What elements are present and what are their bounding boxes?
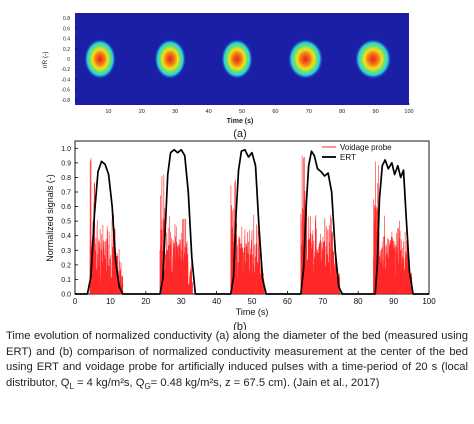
panel-a-label: (a) [233, 128, 246, 140]
heatmap-y-tick-label: 0.8 [63, 16, 70, 22]
line-x-tick-label: 60 [283, 297, 292, 306]
heatmap-blobs [84, 38, 392, 80]
heatmap-y-tick-label: -0.8 [61, 98, 70, 104]
heatmap-y-tick-label: -0.4 [61, 77, 70, 83]
line-y-tick-label: 0.3 [61, 248, 71, 255]
heatmap-y-tick-label: 0.4 [63, 37, 70, 43]
heatmap-blob-2 [154, 38, 187, 80]
line-x-tick-label: 80 [354, 297, 363, 306]
panel-a: 0.8 0.6 0.4 0.2 0 -0.2 -0.4 -0.6 -0.8 10 20 30 40 50 6… [42, 13, 414, 140]
line-y-tick-label: 0.2 [61, 262, 71, 269]
panel-b: 0.0 0.1 0.2 0.3 0.4 0.5 0.6 0.7 0.8 0.9 1.0 0 10 20 30… [45, 140, 436, 330]
heatmap-y-tick-label: 0 [67, 57, 70, 63]
line-x-tick-label: 50 [248, 297, 257, 306]
ert-series-line [75, 148, 429, 295]
line-ylabel: Normalized signals (-) [45, 174, 55, 262]
heatmap-x-tick-label: 80 [339, 109, 345, 115]
line-x-tick-label: 90 [389, 297, 398, 306]
voidage-burst-4 [300, 155, 341, 295]
heatmap-x-tick-label: 40 [206, 109, 212, 115]
line-y-tick-label: 0.1 [61, 277, 71, 284]
line-y-tick-label: 0.6 [61, 204, 71, 211]
panel-b-label: (b) [233, 321, 246, 330]
line-xlabel: Time (s) [236, 307, 269, 317]
heatmap-x-tick-label: 100 [404, 109, 413, 115]
legend-voidage-label: Voidage probe [340, 143, 392, 152]
heatmap-xlabel: Time (s) [227, 118, 254, 125]
heatmap-y-tick-label: 0.2 [63, 47, 70, 53]
caption-mid-2: = 0.48 kg/m²s, z = 67.5 cm). (Jain et al… [150, 376, 380, 389]
line-x-tick-label: 0 [73, 297, 78, 306]
heatmap-blob-4 [287, 38, 324, 80]
caption-qg-subscript: G [144, 382, 151, 392]
line-x-tick-label: 40 [212, 297, 221, 306]
heatmap-blob-3 [220, 38, 254, 80]
heatmap-x-tick-label: 90 [373, 109, 379, 115]
caption-ql-subscript: L [69, 382, 74, 392]
line-y-tick-label: 0.8 [61, 175, 71, 182]
line-y-tick-label: 1.0 [61, 146, 71, 153]
line-x-tick-label: 10 [106, 297, 115, 306]
line-y-tick-label: 0.4 [61, 233, 71, 240]
heatmap-x-tick-label: 20 [139, 109, 145, 115]
voidage-burst-2 [159, 174, 193, 295]
line-x-tick-label: 100 [422, 297, 436, 306]
line-axes: 0.0 0.1 0.2 0.3 0.4 0.5 0.6 0.7 0.8 0.9 1.0 0 10 20 30… [61, 146, 436, 306]
heatmap-blob-1 [84, 38, 117, 80]
line-y-tick-label: 0.5 [61, 219, 71, 226]
voidage-burst-3 [230, 179, 265, 295]
line-x-tick-label: 20 [141, 297, 150, 306]
heatmap-x-tick-label: 50 [239, 109, 245, 115]
line-y-tick-label: 0.7 [61, 190, 71, 197]
figure-caption: Time evolution of normalized conductivit… [6, 329, 468, 395]
heatmap-x-tick-label: 60 [272, 109, 278, 115]
line-y-tick-label: 0.9 [61, 160, 71, 167]
line-x-tick-label: 30 [177, 297, 186, 306]
line-x-tick-label: 70 [318, 297, 327, 306]
heatmap-x-tick-label: 30 [172, 109, 178, 115]
legend: Voidage probe ERT [322, 143, 392, 162]
heatmap-y-tick-label: 0.6 [63, 26, 70, 32]
heatmap-y-tick-label: -0.2 [61, 67, 70, 73]
line-y-tick-label: 0.0 [61, 292, 71, 299]
heatmap-axes: 0.8 0.6 0.4 0.2 0 -0.2 -0.4 -0.6 -0.8 10 20 30 40 50 6… [61, 16, 413, 115]
caption-mid-1: = 4 kg/m²s, Q [73, 376, 145, 389]
heatmap-ylabel: r/R (-) [42, 52, 49, 69]
heatmap-x-tick-label: 70 [306, 109, 312, 115]
heatmap-x-tick-label: 10 [105, 109, 111, 115]
heatmap-blob-5 [354, 38, 392, 80]
legend-ert-label: ERT [340, 153, 356, 162]
heatmap-y-tick-label: -0.6 [61, 88, 70, 94]
figure: 0.8 0.6 0.4 0.2 0 -0.2 -0.4 -0.6 -0.8 10 20 30 40 50 6… [42, 13, 436, 330]
caption-text: Time evolution of normalized conductivit… [6, 330, 468, 389]
voidage-burst-5 [373, 161, 413, 295]
